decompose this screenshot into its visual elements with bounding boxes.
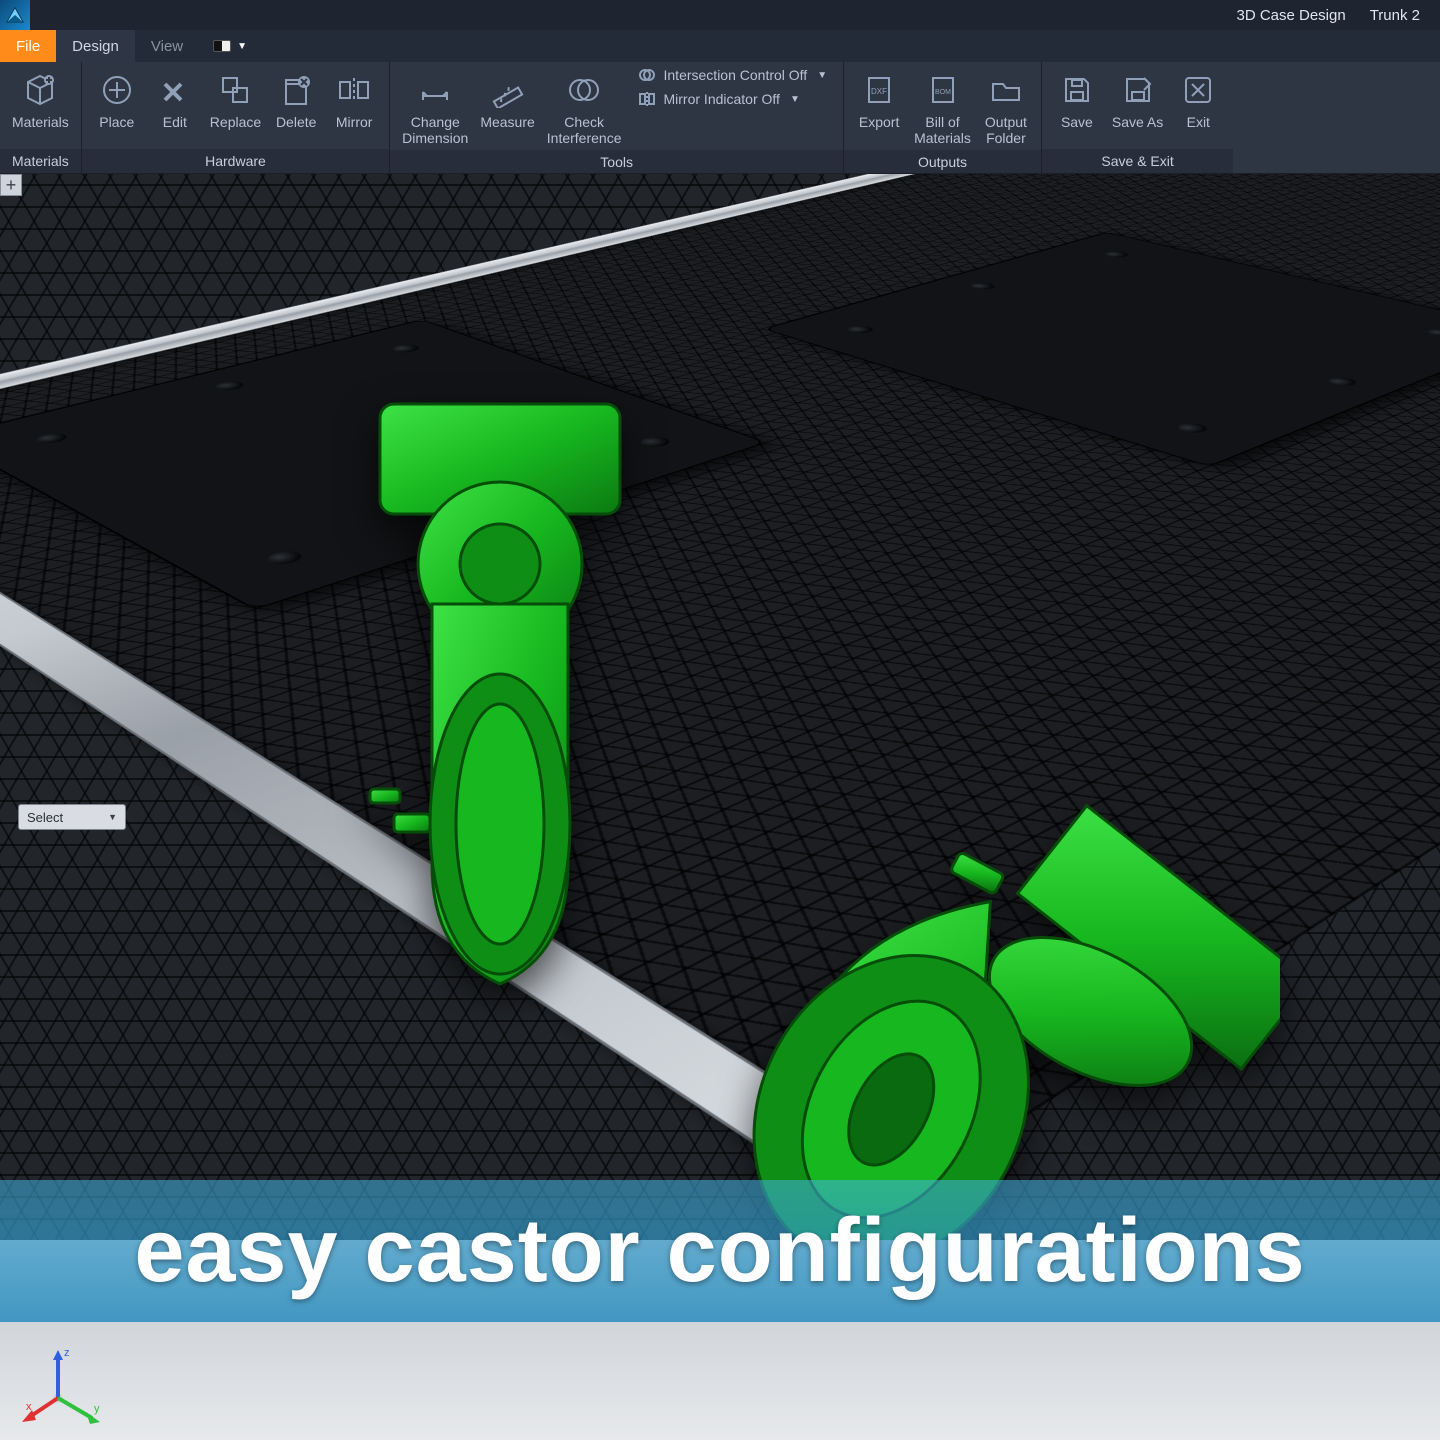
mirror-button[interactable]: Mirror: [325, 66, 383, 134]
dimension-icon: [415, 70, 455, 110]
ribbon-label-materials: Materials: [0, 149, 81, 173]
change-dimension-label: ChangeDimension: [402, 114, 468, 146]
ribbon-label-saveexit: Save & Exit: [1042, 149, 1233, 173]
bom-button[interactable]: BOM Bill ofMaterials: [908, 66, 977, 150]
exit-button[interactable]: Exit: [1169, 66, 1227, 134]
menu-file[interactable]: File: [0, 30, 56, 62]
materials-button[interactable]: Materials: [6, 66, 75, 134]
chevron-down-icon: ▼: [817, 70, 827, 81]
select-mode-dropdown[interactable]: Select ▼: [18, 804, 126, 830]
check-interference-label: CheckInterference: [547, 114, 622, 146]
svg-text:x: x: [26, 1401, 32, 1413]
interference-icon: [564, 70, 604, 110]
plus-circle-icon: [97, 70, 137, 110]
export-label: Export: [859, 114, 899, 130]
delete-button[interactable]: Delete: [267, 66, 325, 134]
svg-text:y: y: [94, 1403, 100, 1415]
svg-text:BOM: BOM: [935, 89, 951, 96]
theme-swatch-icon: [213, 40, 231, 52]
bom-icon: BOM: [923, 70, 963, 110]
chevron-down-icon: ▼: [108, 812, 117, 822]
save-label: Save: [1061, 114, 1093, 130]
place-button[interactable]: Place: [88, 66, 146, 134]
materials-label: Materials: [12, 114, 69, 130]
intersection-icon: [638, 66, 656, 84]
svg-text:DXF: DXF: [871, 87, 887, 96]
replace-label: Replace: [210, 114, 261, 130]
replace-icon: [215, 70, 255, 110]
replace-button[interactable]: Replace: [204, 66, 267, 134]
delete-label: Delete: [276, 114, 316, 130]
ribbon-group-saveexit: Save Save As Exit Save & Exit: [1042, 62, 1233, 173]
edit-label: Edit: [163, 114, 187, 130]
exit-label: Exit: [1187, 114, 1210, 130]
change-dimension-button[interactable]: ChangeDimension: [396, 66, 474, 150]
folder-icon: [986, 70, 1026, 110]
app-logo: [0, 0, 30, 30]
output-folder-label: OutputFolder: [985, 114, 1027, 146]
materials-icon: [20, 70, 60, 110]
export-button[interactable]: DXF Export: [850, 66, 908, 134]
ribbon-group-outputs: DXF Export BOM Bill ofMaterials OutputFo…: [844, 62, 1042, 173]
marketing-caption: easy castor configurations: [0, 1180, 1440, 1322]
theme-toggle[interactable]: ▼: [199, 30, 261, 62]
mirror-indicator-toggle[interactable]: Mirror Indicator Off ▼: [638, 90, 828, 108]
app-title: 3D Case Design: [1236, 7, 1345, 24]
ribbon-label-outputs: Outputs: [844, 150, 1041, 173]
ribbon-label-tools: Tools: [390, 150, 843, 173]
mirror-icon: [334, 70, 374, 110]
ribbon-label-hardware: Hardware: [82, 149, 389, 173]
titlebar: 3D Case Design Trunk 2: [0, 0, 1440, 30]
select-mode-label: Select: [27, 810, 63, 825]
place-label: Place: [99, 114, 134, 130]
axis-gizmo[interactable]: z x y: [20, 1340, 110, 1430]
ribbon: Materials Materials Place Edit Replace D…: [0, 62, 1440, 174]
ribbon-group-materials: Materials Materials: [0, 62, 82, 173]
mirror-label: Mirror: [336, 114, 373, 130]
ruler-icon: [488, 70, 528, 110]
mirror-indicator-label: Mirror Indicator Off: [664, 91, 780, 107]
bom-label: Bill ofMaterials: [914, 114, 971, 146]
svg-text:z: z: [64, 1347, 70, 1359]
saveas-button[interactable]: Save As: [1106, 66, 1169, 134]
dxf-icon: DXF: [859, 70, 899, 110]
edit-button[interactable]: Edit: [146, 66, 204, 134]
chevron-down-icon: ▼: [237, 41, 247, 52]
chevron-down-icon: ▼: [790, 94, 800, 105]
measure-label: Measure: [480, 114, 534, 130]
ribbon-group-tools: ChangeDimension Measure CheckInterferenc…: [390, 62, 844, 173]
close-icon: [1178, 70, 1218, 110]
ribbon-group-hardware: Place Edit Replace Delete Mirror Hardwar…: [82, 62, 390, 173]
measure-button[interactable]: Measure: [474, 66, 540, 134]
save-icon: [1057, 70, 1097, 110]
menu-design[interactable]: Design: [56, 30, 135, 62]
add-view-tab[interactable]: +: [0, 174, 22, 196]
edit-icon: [155, 70, 195, 110]
output-folder-button[interactable]: OutputFolder: [977, 66, 1035, 150]
castor-wheel-1: [340, 394, 660, 1014]
doc-title: Trunk 2: [1370, 7, 1420, 24]
mirror-indicator-icon: [638, 90, 656, 108]
saveas-label: Save As: [1112, 114, 1163, 130]
intersection-control-label: Intersection Control Off: [664, 67, 808, 83]
intersection-control-toggle[interactable]: Intersection Control Off ▼: [638, 66, 828, 84]
menu-view[interactable]: View: [135, 30, 199, 62]
save-button[interactable]: Save: [1048, 66, 1106, 134]
saveas-icon: [1118, 70, 1158, 110]
caption-text: easy castor configurations: [134, 1200, 1305, 1303]
viewport-3d[interactable]: + Select ▼ easy castor configurations z …: [0, 174, 1440, 1440]
menubar: File Design View ▼: [0, 30, 1440, 62]
delete-icon: [276, 70, 316, 110]
check-interference-button[interactable]: CheckInterference: [541, 66, 628, 150]
